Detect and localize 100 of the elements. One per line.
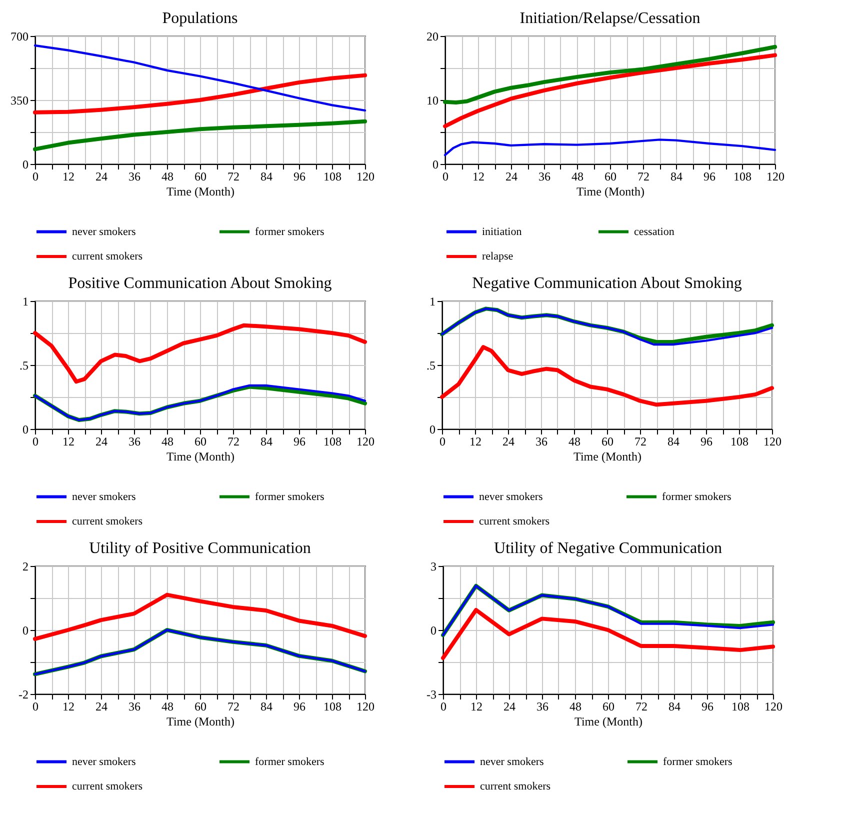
x-tick-label: 108 bbox=[324, 434, 342, 448]
x-tick-label: 48 bbox=[162, 700, 174, 714]
x-tick-label: 84 bbox=[260, 434, 272, 448]
x-tick-label: 24 bbox=[96, 170, 108, 184]
x-tick-label: 36 bbox=[128, 700, 140, 714]
legend-label: current smokers bbox=[480, 780, 551, 792]
x-tick-label: 120 bbox=[356, 170, 374, 184]
x-tick-label: 60 bbox=[194, 700, 206, 714]
x-tick-label: 48 bbox=[570, 700, 582, 714]
x-tick-label: 0 bbox=[32, 700, 38, 714]
x-axis-title: Time (Month) bbox=[166, 184, 234, 198]
x-tick-label: 108 bbox=[730, 434, 748, 448]
x-axis-title: Time (Month) bbox=[166, 714, 234, 728]
y-tick-label: 0 bbox=[22, 624, 28, 638]
chart-title: Initiation/Relapse/Cessation bbox=[520, 10, 700, 27]
x-tick-label: 84 bbox=[260, 170, 272, 184]
x-tick-label: 96 bbox=[294, 434, 306, 448]
x-tick-label: 84 bbox=[260, 700, 272, 714]
x-tick-label: 12 bbox=[470, 700, 482, 714]
y-tick-label: 20 bbox=[426, 30, 438, 44]
y-tick-label: 2 bbox=[22, 560, 28, 574]
y-tick-label: 1 bbox=[22, 294, 28, 308]
x-tick-label: 96 bbox=[294, 700, 306, 714]
x-tick-label: 0 bbox=[442, 170, 448, 184]
legend-label: former smokers bbox=[255, 490, 324, 503]
x-tick-label: 84 bbox=[668, 700, 680, 714]
legend-label: current smokers bbox=[72, 516, 143, 528]
x-tick-label: 120 bbox=[356, 434, 374, 448]
x-tick-label: 108 bbox=[324, 700, 342, 714]
chart-title: Populations bbox=[162, 10, 238, 27]
y-tick-label: 0 bbox=[22, 422, 28, 436]
y-tick-label: 1 bbox=[430, 294, 436, 308]
x-axis-title: Time (Month) bbox=[166, 450, 234, 464]
x-tick-label: 24 bbox=[96, 434, 108, 448]
legend-label: never smokers bbox=[479, 490, 543, 503]
x-tick-label: 96 bbox=[700, 434, 712, 448]
x-tick-label: 108 bbox=[734, 170, 752, 184]
x-tick-label: 96 bbox=[704, 170, 716, 184]
legend-label: never smokers bbox=[480, 756, 544, 768]
x-tick-label: 60 bbox=[602, 434, 614, 448]
y-tick-label: -2 bbox=[18, 688, 28, 702]
y-tick-label: -3 bbox=[426, 688, 436, 702]
x-tick-label: 12 bbox=[472, 170, 484, 184]
legend-label: current smokers bbox=[479, 516, 550, 528]
x-tick-label: 36 bbox=[536, 434, 548, 448]
x-tick-label: 0 bbox=[32, 170, 38, 184]
x-tick-label: 84 bbox=[670, 170, 682, 184]
x-tick-label: 96 bbox=[294, 170, 306, 184]
x-tick-label: 60 bbox=[194, 434, 206, 448]
y-tick-label: 0 bbox=[22, 158, 28, 172]
x-tick-label: 36 bbox=[536, 700, 548, 714]
x-tick-label: 24 bbox=[502, 434, 514, 448]
x-tick-label: 12 bbox=[62, 170, 74, 184]
y-tick-label: .5 bbox=[426, 358, 436, 372]
y-tick-label: 0 bbox=[430, 624, 436, 638]
legend-label: relapse bbox=[482, 250, 514, 262]
x-tick-label: 108 bbox=[732, 700, 750, 714]
x-tick-label: 108 bbox=[324, 170, 342, 184]
legend-label: cessation bbox=[634, 226, 675, 238]
x-tick-label: 24 bbox=[96, 700, 108, 714]
x-tick-label: 0 bbox=[32, 434, 38, 448]
y-tick-label: 3 bbox=[430, 560, 436, 574]
x-tick-label: 72 bbox=[228, 170, 240, 184]
x-tick-label: 48 bbox=[572, 170, 584, 184]
x-axis-title: Time (Month) bbox=[574, 714, 642, 728]
chart-title: Negative Communication About Smoking bbox=[472, 275, 742, 292]
chart-title: Utility of Positive Communication bbox=[89, 540, 311, 557]
y-tick-label: 700 bbox=[10, 30, 28, 44]
chart-title: Utility of Negative Communication bbox=[494, 540, 722, 557]
legend-label: former smokers bbox=[663, 756, 732, 768]
legend-label: former smokers bbox=[255, 756, 324, 768]
x-tick-label: 12 bbox=[62, 700, 74, 714]
x-tick-label: 48 bbox=[162, 170, 174, 184]
x-tick-label: 72 bbox=[228, 700, 240, 714]
x-tick-label: 12 bbox=[470, 434, 482, 448]
legend-label: current smokers bbox=[72, 250, 143, 262]
x-tick-label: 36 bbox=[128, 170, 140, 184]
x-tick-label: 36 bbox=[538, 170, 550, 184]
y-tick-label: .5 bbox=[20, 358, 28, 372]
x-tick-label: 72 bbox=[634, 434, 646, 448]
x-tick-label: 60 bbox=[602, 700, 614, 714]
x-tick-label: 60 bbox=[194, 170, 206, 184]
x-tick-label: 36 bbox=[128, 434, 140, 448]
x-tick-label: 24 bbox=[506, 170, 518, 184]
x-tick-label: 72 bbox=[636, 700, 648, 714]
x-tick-label: 120 bbox=[766, 170, 784, 184]
legend-label: never smokers bbox=[72, 226, 136, 238]
y-tick-label: 350 bbox=[10, 94, 28, 108]
x-tick-label: 120 bbox=[764, 700, 782, 714]
x-tick-label: 60 bbox=[604, 170, 616, 184]
x-tick-label: 120 bbox=[764, 434, 782, 448]
x-tick-label: 48 bbox=[162, 434, 174, 448]
x-axis-title: Time (Month) bbox=[576, 184, 644, 198]
legend-label: former smokers bbox=[255, 226, 324, 238]
y-tick-label: 10 bbox=[426, 94, 438, 108]
y-tick-label: 0 bbox=[432, 158, 438, 172]
legend-label: never smokers bbox=[72, 490, 136, 503]
legend-label: current smokers bbox=[72, 780, 143, 792]
legend-label: never smokers bbox=[72, 756, 136, 768]
legend-label: former smokers bbox=[662, 490, 732, 503]
